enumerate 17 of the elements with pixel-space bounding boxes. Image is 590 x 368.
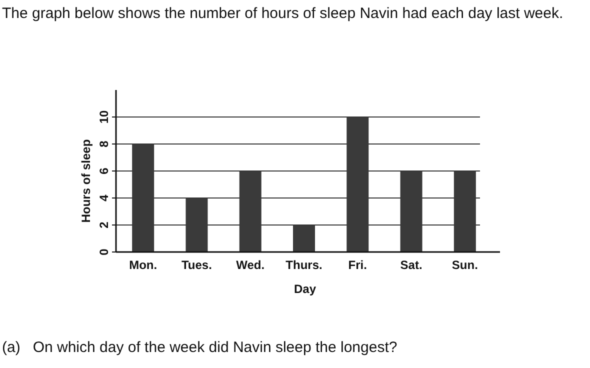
x-tick-label: Sat. (400, 258, 422, 272)
chart-title: The graph below shows the number of hours of sleep Navin had each day last week. (2, 5, 564, 22)
y-tick-label: 6 (97, 167, 111, 174)
x-axis-title: Day (294, 282, 316, 296)
x-tick-label: Thurs. (286, 258, 322, 272)
y-tick-label: 8 (97, 140, 111, 148)
x-tick-label: Tues. (182, 258, 212, 272)
x-tick-label: Sun. (452, 258, 478, 272)
x-tick-label: Fri. (348, 258, 367, 272)
text: (a) On which day of the week did Navin sleep the longest? (2, 339, 398, 356)
y-axis-title: Hours of sleep (79, 139, 93, 223)
y-tick-label: 4 (97, 194, 111, 202)
x-tick-label: Mon. (129, 258, 158, 272)
y-tick-label: 2 (97, 221, 111, 228)
x-tick-label: Wed. (236, 258, 265, 272)
y-tick-label: 10 (97, 110, 111, 124)
y-tick-label: 0 (97, 248, 111, 256)
